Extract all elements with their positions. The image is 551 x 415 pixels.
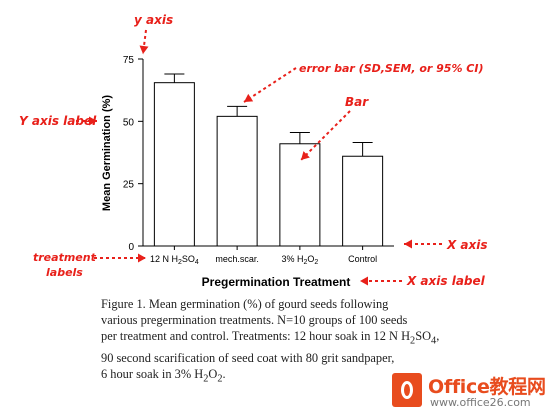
annotations: y axis Y axis label error bar (SD,SEM, or …: [19, 13, 488, 288]
germination-bar-chart: 0 25 50 75 12 N H2SO4 mech.scar. 3% H2O2 Contr…: [19, 13, 488, 289]
caption-line-4: 90 second scarification of seed coat wit…: [101, 351, 395, 366]
office26-watermark: Office教程网 www.office26.com: [386, 366, 551, 415]
axis-labels: Mean Germination (%) Pregermination Treat…: [101, 95, 350, 289]
office-logo-icon: [392, 373, 422, 407]
y-tick-label: 0: [128, 242, 134, 253]
annotation-treatment-labels-2: labels: [46, 266, 83, 279]
annotation-y-axis-pointer-arrow-icon: [139, 45, 149, 54]
annotation-bar-pointer-arrow-icon: [301, 151, 310, 160]
y-tick-label: 25: [123, 180, 135, 191]
x-tick-label: Control: [348, 254, 377, 264]
bar: [279, 143, 321, 247]
bars: 12 N H2SO4 mech.scar. 3% H2O2 Control: [150, 73, 384, 266]
figure-caption: Figure 1. Mean germination (%) of gourd …: [101, 296, 481, 388]
y-tick-label: 50: [123, 117, 135, 128]
y-axis-title: Mean Germination (%): [101, 95, 113, 211]
watermark-url: www.office26.com: [430, 396, 531, 409]
bar: [216, 115, 258, 247]
y-tick-label: 75: [123, 55, 135, 66]
annotation-x-axis-label-pointer-arrow-icon: [360, 276, 368, 286]
x-tick-label: mech.scar.: [215, 254, 259, 264]
caption-line-1: Figure 1. Mean germination (%) of gourd …: [101, 297, 389, 311]
x-tick-label: 12 N H2SO4: [150, 254, 199, 266]
annotation-error-bar-pointer-arrow-icon: [244, 93, 254, 102]
annotation-y-axis: y axis: [134, 13, 173, 27]
caption-line-5: 6 hour soak in 3% H2O2.: [101, 367, 226, 385]
annotation-error-bar: error bar (SD,SEM, or 95% CI): [299, 62, 484, 75]
bar: [342, 155, 384, 247]
annotation-x-axis-pointer-arrow-icon: [404, 239, 412, 249]
x-axis-title: Pregermination Treatment: [202, 275, 351, 289]
annotation-bar: Bar: [345, 95, 369, 109]
annotation-treatment-labels-pointer-arrow-icon: [138, 253, 146, 263]
annotation-x-axis: X axis: [446, 238, 488, 252]
bar: [153, 82, 195, 247]
caption-line-3: per treatment and control. Treatments: 1…: [101, 329, 440, 347]
annotation-error-bar-pointer: [243, 67, 297, 103]
x-tick-label: 3% H2O2: [281, 254, 318, 266]
watermark-brand: Office教程网: [428, 376, 546, 398]
annotation-y-axis-label: Y axis label: [19, 114, 97, 128]
annotation-treatment-labels: treatment: [33, 251, 97, 264]
caption-line-2: various pregermination treatments. N=10 …: [101, 313, 408, 328]
annotation-y-axis-label-pointer-arrow-icon: [89, 116, 97, 126]
annotation-x-axis-label: X axis label: [406, 274, 486, 288]
